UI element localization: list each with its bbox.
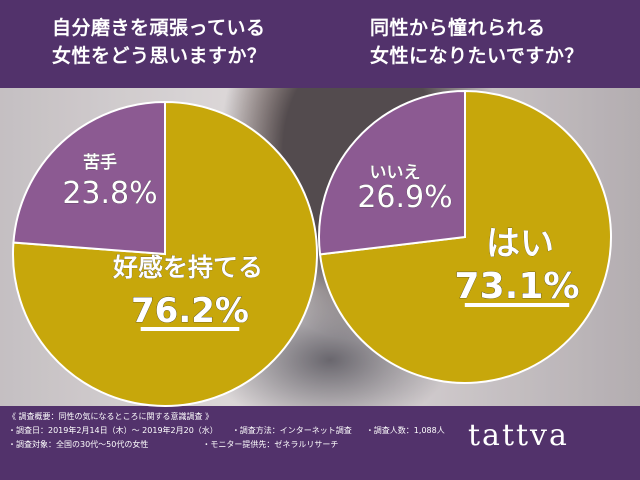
header-band	[0, 0, 640, 88]
survey-method: ・調査方法：インターネット調査	[231, 426, 352, 435]
pie-2-major-value-underline	[464, 303, 570, 307]
pie-2-major-value: 73.1%	[455, 266, 580, 307]
pie-1-minor-label: 苦手	[83, 152, 117, 173]
pie-1-major-value-underline	[140, 327, 240, 331]
pie-1-slice-major	[12, 100, 318, 407]
question-1-title: 自分磨きを頑張っている 女性をどう思いますか？	[52, 17, 267, 67]
survey-people: ・調査人数：1,088人	[365, 426, 445, 435]
pie-2-minor-value: 26.9%	[357, 180, 452, 215]
question-2-title: 同性から憧れられる 女性になりたいですか？	[370, 17, 584, 67]
pie-2-major-label: はい	[486, 224, 554, 264]
pie-1-minor-value: 23.8%	[62, 176, 157, 211]
survey-provider: ・モニター提供先：ゼネラルリサーチ	[202, 440, 339, 449]
pie-2-slice-minor	[318, 89, 466, 256]
footer-band	[0, 406, 640, 480]
tattva-logo: tattva	[468, 418, 569, 453]
pie-1-major-label: 好感を持てる	[112, 253, 263, 282]
pie-2-minor-label: いいえ	[370, 163, 421, 183]
pie-1-major-value: 76.2%	[131, 291, 249, 331]
survey-notes: 《 調査概要：同性の気になるところに関する意識調査 》 ・調査日：2019年2月…	[8, 410, 445, 452]
survey-target: ・調査対象：全国の30代～50代の女性	[8, 440, 149, 449]
survey-date: ・調査日：2019年2月14日（木）～ 2019年2月20（水）	[8, 426, 218, 435]
pie-1-slice-minor	[12, 100, 166, 256]
survey-heading: 《 調査概要：同性の気になるところに関する意識調査 》	[8, 412, 214, 421]
